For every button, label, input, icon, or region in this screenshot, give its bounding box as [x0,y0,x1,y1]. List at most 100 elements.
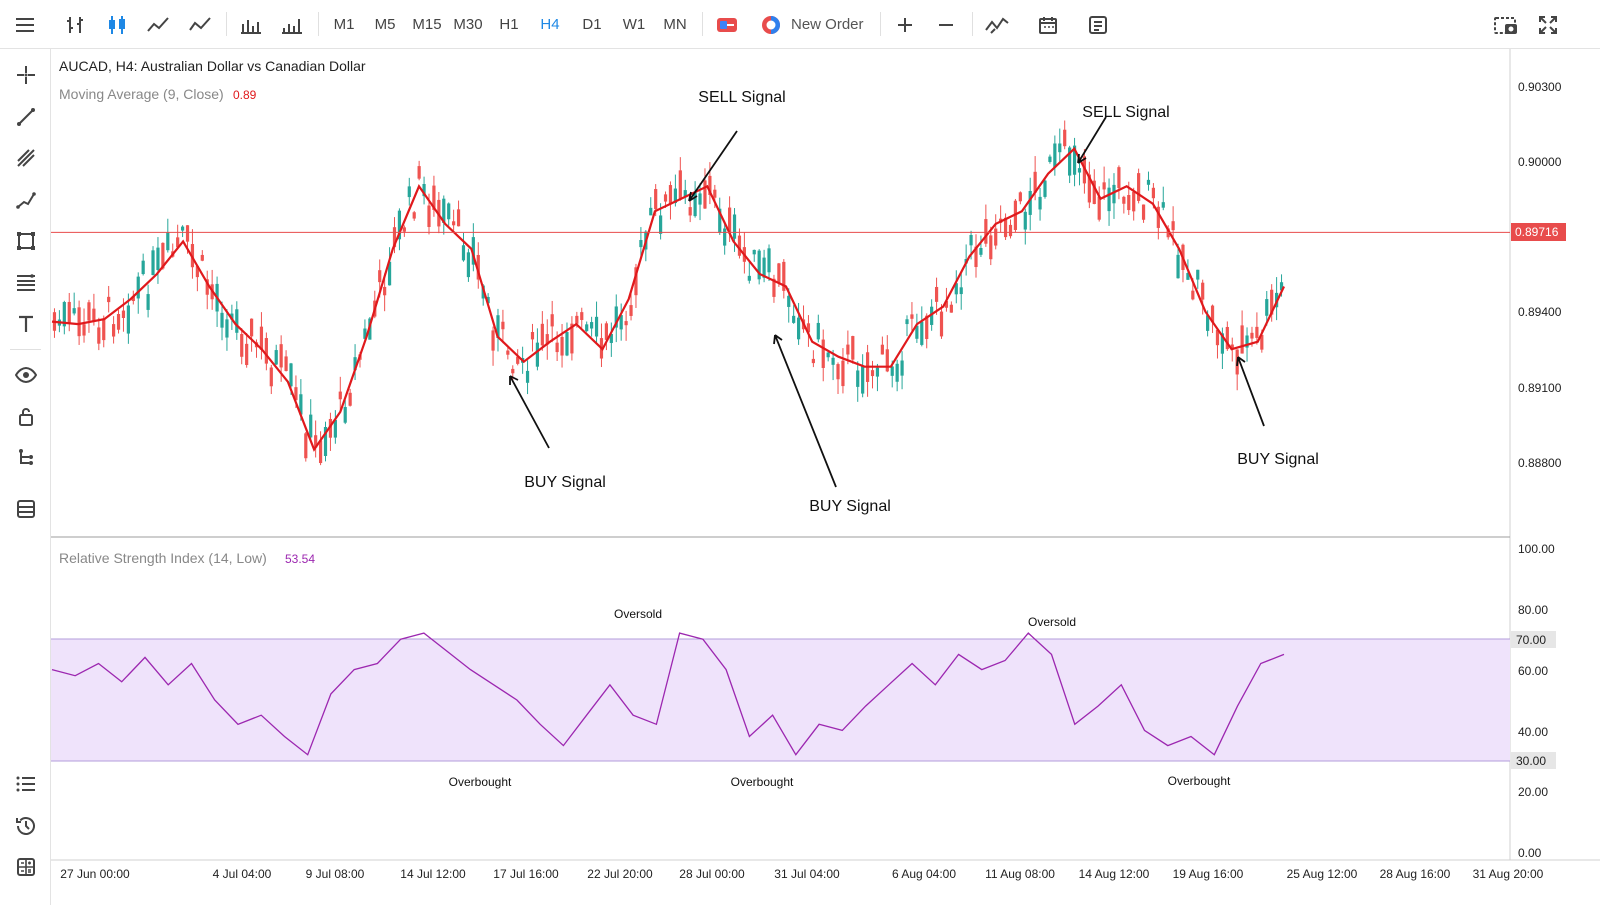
candle-body [131,296,135,302]
candle-body [77,307,81,337]
tf-m5[interactable]: M5 [374,16,396,33]
area-chart-icon[interactable] [185,0,215,49]
fullscreen-icon[interactable] [1532,0,1564,49]
rsi-indicator-value: 53.54 [285,552,315,566]
candle-body [318,440,323,464]
time-tick: 28 Aug 16:00 [1380,867,1451,881]
candle-body [747,275,751,281]
candle-body [1117,167,1121,189]
candle-body [688,207,692,216]
polyline-icon[interactable] [10,184,41,215]
candle-body [718,208,722,233]
text-tool-icon[interactable] [10,308,41,339]
candle-body [136,276,140,299]
tf-d1[interactable]: D1 [582,16,602,33]
indicator-fx-icon[interactable] [982,0,1012,49]
time-tick: 17 Jul 16:00 [493,867,559,881]
candle-body [649,207,653,216]
chart-area[interactable]: AUCAD, H4: Australian Dollar vs Canadian… [51,49,1600,905]
candle-body [1225,326,1229,350]
candle-body [1240,325,1244,354]
object-tree-icon[interactable] [10,442,41,473]
candle-body [1087,174,1091,203]
bar-chart-icon[interactable] [60,0,90,49]
history-icon[interactable] [10,810,41,841]
candle-body [900,360,904,376]
candle-body [348,392,352,406]
left-toolbar [0,49,51,905]
screenshot-icon[interactable] [1490,0,1522,49]
candle-body [274,350,278,365]
lock-icon[interactable] [10,400,41,431]
candle-body [456,209,461,227]
candle-body [392,227,397,248]
candle-body [294,387,298,401]
buy-signal-label: BUY Signal [809,498,891,515]
price-tick: 0.88800 [1518,456,1562,470]
tf-m30[interactable]: M30 [453,16,483,33]
buy-arrow [773,334,837,488]
candle-body [333,419,337,438]
candle-body [910,314,914,319]
candle-body [959,287,963,295]
candle-body [609,333,613,343]
tf-m15[interactable]: M15 [412,16,442,33]
candle-body [1003,217,1008,238]
candle-body [1023,211,1027,230]
candle-body [841,360,845,387]
candle-body [309,414,313,438]
candle-body [466,252,471,278]
candle-body [772,278,776,297]
candle-body [338,391,342,400]
candle-body [752,249,756,255]
volume-icon[interactable] [277,0,307,49]
candle-body [944,301,949,308]
candle-body [506,350,510,355]
candle-body [116,314,121,330]
buy-arrow [1236,356,1265,427]
parallel-channel-icon[interactable] [10,142,41,173]
candlestick-series [52,120,1284,466]
list-icon[interactable] [10,768,41,799]
calendar-icon[interactable] [1033,0,1063,49]
rsi-overbought-label: Overbought [731,775,794,789]
rsi-tick: 60.00 [1518,664,1548,678]
trend-line-icon[interactable] [10,101,41,132]
one-click-trading-icon[interactable] [712,0,742,49]
tf-w1[interactable]: W1 [622,16,646,33]
new-order-button[interactable]: New Order [760,0,864,49]
candle-body [72,308,76,314]
candle-body [1270,289,1274,315]
zoom-in-icon[interactable] [890,0,920,49]
crosshair-icon[interactable] [10,59,41,90]
calculator-icon[interactable] [10,851,41,882]
time-tick: 14 Jul 12:00 [400,867,466,881]
candle-body [402,227,406,232]
rectangle-shape-icon[interactable] [10,225,41,256]
rsi-tick: 100.00 [1518,542,1555,556]
template-icon[interactable] [1083,0,1113,49]
tf-h1[interactable]: H1 [499,16,519,33]
time-tick: 28 Jul 00:00 [679,867,745,881]
tf-m1[interactable]: M1 [333,16,355,33]
zoom-out-icon[interactable] [931,0,961,49]
layers-icon[interactable] [10,493,41,524]
indicators-icon[interactable] [236,0,266,49]
candlestick-chart-icon[interactable] [102,0,132,49]
candle-body [693,192,697,217]
tf-mn[interactable]: MN [663,16,687,33]
rsi-oversold-label: Oversold [614,607,662,621]
menu-icon[interactable] [8,0,42,49]
candle-body [836,364,840,380]
tf-h4[interactable]: H4 [540,16,560,33]
candle-body [870,370,875,377]
candle-body [387,261,392,286]
candle-body [461,245,466,261]
time-tick: 31 Aug 20:00 [1473,867,1544,881]
eye-icon[interactable] [10,359,41,390]
rsi-tick: 70.00 [1516,633,1546,647]
candle-body [634,267,638,296]
fibonacci-icon[interactable] [10,267,41,298]
candle-body [555,342,559,353]
line-chart-icon[interactable] [143,0,173,49]
